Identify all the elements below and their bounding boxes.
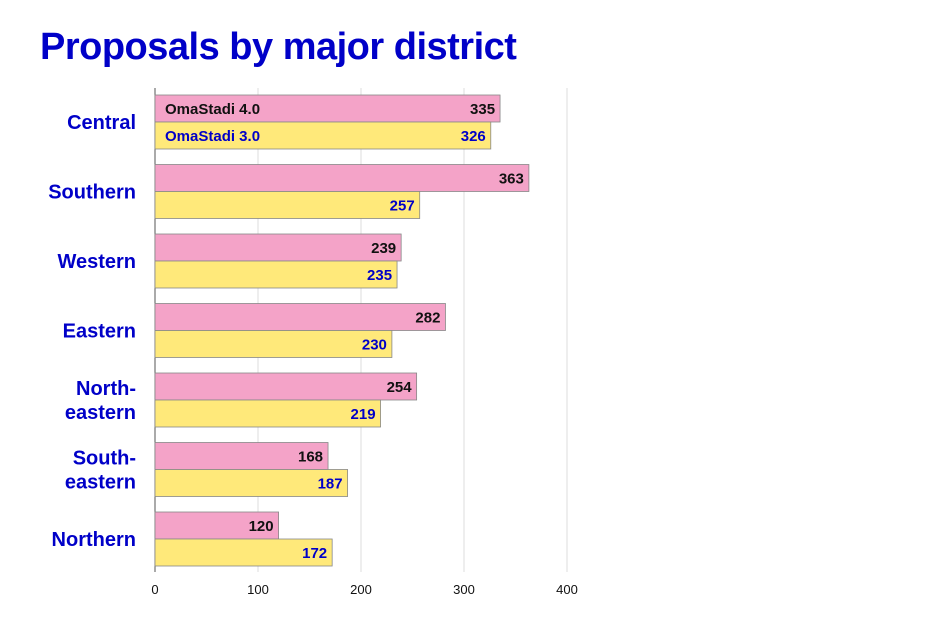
bar — [154, 121, 492, 150]
bar — [154, 94, 501, 123]
data-label: 326 — [461, 128, 486, 145]
data-label: 254 — [387, 379, 413, 396]
legend-label: OmaStadi 4.0 — [165, 101, 260, 118]
category-label: eastern — [65, 402, 136, 424]
category-label: North- — [76, 378, 136, 400]
category-label: South- — [73, 448, 136, 470]
category-label: Eastern — [63, 321, 136, 343]
data-label: 363 — [499, 171, 524, 188]
category-label: Northern — [52, 529, 136, 551]
category-label: Southern — [48, 182, 136, 204]
bar — [154, 303, 446, 331]
data-label: 230 — [362, 337, 387, 354]
category-label: eastern — [65, 472, 136, 494]
chart-title: Proposals by major district — [40, 26, 517, 68]
data-label: 257 — [390, 198, 415, 215]
bar — [154, 191, 421, 219]
legend-label: OmaStadi 3.0 — [165, 128, 260, 145]
category-label: Central — [67, 112, 136, 134]
bar — [154, 399, 381, 428]
bar — [154, 164, 530, 192]
data-label: 172 — [302, 545, 327, 562]
bar — [154, 538, 333, 567]
bar — [154, 442, 329, 470]
data-label: 120 — [249, 518, 274, 535]
bar — [154, 233, 402, 262]
data-label: 219 — [351, 406, 376, 423]
x-tick-label: 100 — [247, 582, 269, 597]
x-tick-label: 400 — [556, 582, 578, 597]
data-label: 235 — [367, 267, 392, 284]
data-label: 239 — [371, 240, 396, 257]
bar — [154, 469, 349, 497]
x-tick-label: 300 — [453, 582, 475, 597]
x-tick-label: 200 — [350, 582, 372, 597]
data-label: 187 — [318, 476, 343, 493]
bar — [154, 511, 279, 540]
data-label: 168 — [298, 449, 323, 466]
bar — [154, 372, 418, 401]
bar — [154, 330, 393, 358]
data-label: 335 — [470, 101, 495, 118]
x-tick-label: 0 — [151, 582, 158, 597]
category-label: Western — [57, 251, 136, 273]
data-label: 282 — [415, 310, 440, 327]
bar — [154, 260, 398, 289]
